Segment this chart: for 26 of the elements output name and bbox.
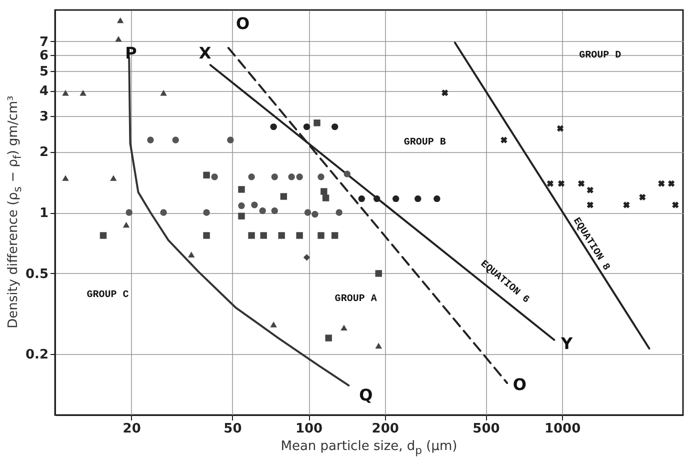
y-tick-label: 6	[39, 48, 48, 64]
y-tick-label: 4	[39, 84, 48, 100]
annotation: GROUP D	[579, 50, 622, 62]
x-tick-label: 200	[372, 422, 399, 436]
x-axis-title: Mean particle size, d$_{p}$ (μm)	[280, 439, 458, 457]
y-tick-label: 3	[39, 109, 48, 124]
y-tick-label: 2	[39, 145, 48, 160]
annotation: P	[125, 44, 138, 63]
annotation: O	[236, 14, 250, 34]
y-tick-label: 0.2	[25, 348, 48, 363]
x-tick-label: 1000	[544, 422, 581, 436]
y-tick-label: 5	[39, 64, 48, 80]
annotation: Y	[560, 334, 574, 354]
x-tick-label: 100	[295, 422, 323, 436]
annotation: GROUP C	[86, 290, 129, 301]
x-tick-label: 50	[224, 422, 242, 436]
annotation: GROUP B	[404, 138, 446, 149]
annotation: Q	[359, 386, 373, 405]
annotation: O	[512, 375, 527, 394]
annotation: GROUP A	[334, 294, 377, 305]
annotation: X	[198, 44, 212, 63]
y-tick-label: 1	[39, 206, 48, 221]
x-tick-label: 500	[472, 422, 500, 436]
y-tick-label: 7	[39, 34, 48, 50]
x-tick-label: 20	[122, 422, 141, 436]
y-tick-label: 0.5	[25, 266, 48, 282]
